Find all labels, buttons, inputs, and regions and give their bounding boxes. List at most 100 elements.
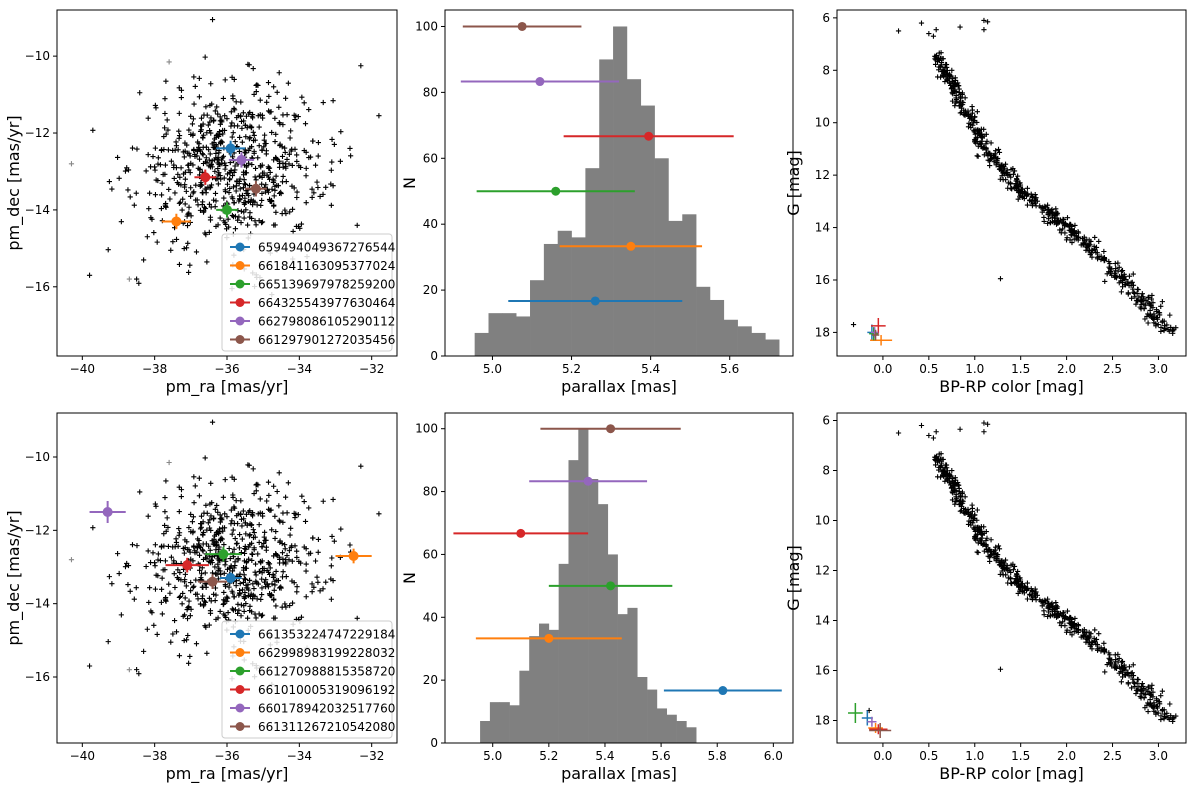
star-marker <box>358 463 364 469</box>
star-marker <box>1133 687 1140 693</box>
star-marker <box>233 99 239 105</box>
star-marker <box>283 161 289 167</box>
x-tick-label: 5.2 <box>539 749 558 763</box>
star-marker <box>1073 233 1079 239</box>
star-marker <box>972 535 978 541</box>
star-marker <box>271 596 277 602</box>
star-marker <box>149 216 155 222</box>
star-marker <box>280 510 286 516</box>
star-marker <box>185 632 191 639</box>
star-marker <box>935 458 941 464</box>
star-marker <box>235 521 241 527</box>
star-marker <box>958 500 964 506</box>
star-marker <box>203 104 209 110</box>
star-marker <box>294 584 300 590</box>
star-marker <box>162 171 168 177</box>
star-marker <box>218 176 224 182</box>
star-marker <box>328 202 334 208</box>
star-marker <box>183 188 189 194</box>
star-marker <box>166 581 172 587</box>
star-marker <box>323 579 329 585</box>
star-marker <box>272 187 278 193</box>
star-marker <box>1017 587 1023 593</box>
star-marker <box>1146 294 1152 300</box>
star-marker <box>1130 662 1136 668</box>
star-marker <box>1128 685 1135 691</box>
star-marker <box>307 550 314 556</box>
star-marker <box>950 490 956 496</box>
star-marker <box>196 94 203 100</box>
star-marker <box>261 540 267 547</box>
legend-marker <box>235 242 245 252</box>
star-marker <box>122 168 129 174</box>
star-marker <box>207 547 213 553</box>
star-marker <box>207 610 214 616</box>
star-marker <box>290 228 296 235</box>
star-marker <box>1009 580 1015 587</box>
star-marker <box>129 145 136 151</box>
star-marker <box>143 168 149 174</box>
star-marker <box>146 206 152 212</box>
star-marker <box>127 588 133 594</box>
star-marker <box>158 599 164 605</box>
star-marker <box>1154 698 1160 704</box>
star-marker <box>180 196 186 202</box>
parallax-errorbar-6 <box>663 686 782 696</box>
data-point <box>626 241 636 251</box>
star-marker <box>152 192 159 198</box>
star-marker <box>1130 676 1136 682</box>
star-marker <box>212 168 218 174</box>
star-marker <box>173 139 179 145</box>
y-tick-label: 12 <box>815 168 830 182</box>
star-marker <box>320 191 326 197</box>
star-marker <box>162 558 169 564</box>
star-marker <box>259 181 265 187</box>
y-tick-label: −14 <box>25 597 50 611</box>
star-marker <box>1085 248 1091 254</box>
star-marker <box>1087 242 1093 248</box>
star-marker <box>218 141 224 147</box>
star-marker <box>222 189 229 195</box>
star-marker <box>208 130 214 136</box>
star-marker <box>232 559 238 565</box>
star-marker <box>311 190 317 196</box>
star-marker <box>147 190 153 196</box>
histogram-bar <box>668 220 683 356</box>
star-marker <box>204 510 210 516</box>
star-marker <box>376 511 382 517</box>
y-tick-label: 40 <box>423 217 438 231</box>
parallax-errorbar-4 <box>476 186 635 196</box>
star-marker <box>1080 240 1086 246</box>
star-marker <box>1017 180 1023 186</box>
star-marker <box>1151 313 1157 319</box>
star-marker <box>289 558 295 564</box>
star-marker <box>1151 705 1157 711</box>
star-marker <box>247 210 253 216</box>
star-marker <box>942 65 948 71</box>
star-marker <box>191 189 197 195</box>
star-marker <box>214 104 220 110</box>
star-marker <box>303 594 309 600</box>
star-marker <box>1064 608 1071 614</box>
star-marker <box>251 91 257 98</box>
star-marker <box>243 531 249 537</box>
star-marker <box>131 202 137 208</box>
star-marker <box>178 577 184 583</box>
star-marker <box>177 593 183 600</box>
legend-box <box>221 620 393 739</box>
star-marker <box>1071 228 1078 234</box>
star-marker <box>198 182 204 188</box>
star-marker <box>204 650 210 656</box>
star-marker <box>1015 184 1021 190</box>
star-marker <box>118 219 124 225</box>
star-marker <box>213 571 219 577</box>
star-marker <box>1014 577 1020 583</box>
star-marker <box>287 209 293 215</box>
star-marker <box>1009 186 1015 192</box>
star-marker <box>222 613 228 619</box>
star-marker <box>1134 286 1141 292</box>
star-marker <box>1029 203 1035 209</box>
x-axis-label: pm_ra [mas/yr] <box>166 377 289 397</box>
star-marker <box>184 222 191 229</box>
star-marker <box>1141 306 1147 312</box>
